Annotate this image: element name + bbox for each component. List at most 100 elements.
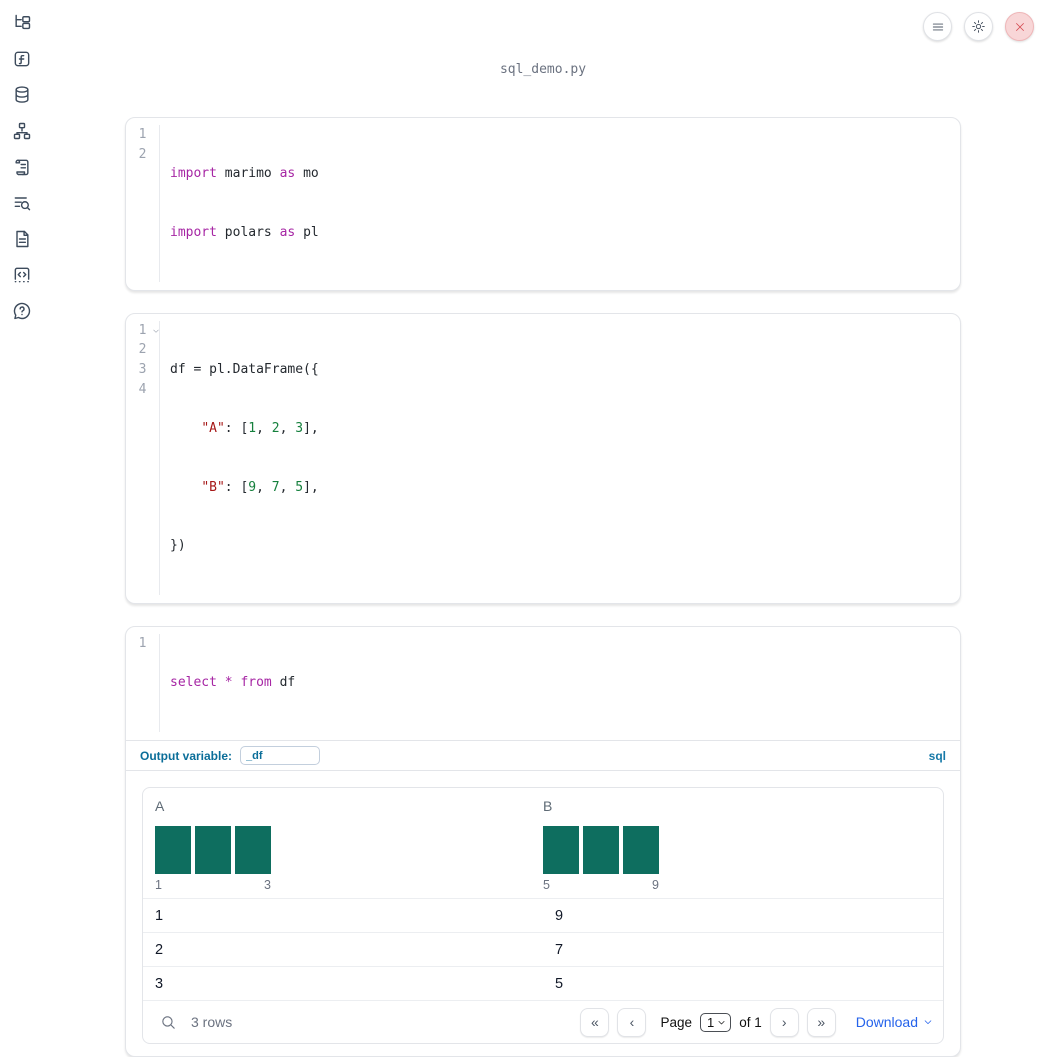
close-icon bbox=[1014, 21, 1026, 33]
chevrons-left-icon: « bbox=[591, 1014, 599, 1031]
column-header-a[interactable]: A 1 3 bbox=[155, 798, 543, 892]
table-row[interactable]: 2 7 bbox=[143, 932, 943, 966]
column-header-b[interactable]: B 5 9 bbox=[543, 798, 931, 892]
table-footer: 3 rows « ‹ Page 1 of 1 › » Download bbox=[143, 1000, 943, 1043]
document-icon bbox=[12, 229, 32, 249]
code-line: "B": [9, 7, 5], bbox=[201, 479, 319, 495]
table-header: A 1 3 bbox=[143, 788, 943, 898]
chevron-down-icon bbox=[717, 1018, 726, 1027]
line-number: 2 bbox=[138, 146, 147, 162]
code-editor[interactable]: 1 2 3 4 df = pl.DataFrame({ "A": [1, 2, … bbox=[126, 314, 960, 603]
table-cell: 9 bbox=[555, 907, 564, 924]
sidebar-item-variables[interactable] bbox=[11, 49, 33, 69]
sidebar-item-dependencies[interactable] bbox=[11, 121, 33, 141]
database-icon bbox=[12, 85, 32, 105]
chevrons-right-icon: » bbox=[817, 1014, 826, 1031]
histogram-bar bbox=[235, 826, 271, 875]
code-line: "A": [1, 2, 3], bbox=[201, 420, 319, 436]
sidebar-item-datasources[interactable] bbox=[11, 85, 33, 105]
sql-output-variable-row: Output variable: sql bbox=[126, 740, 960, 770]
first-page-button[interactable]: « bbox=[580, 1007, 610, 1037]
histogram-bar bbox=[155, 826, 191, 875]
code-line: import marimo as mo bbox=[170, 166, 319, 182]
row-count: 3 rows bbox=[191, 1014, 233, 1031]
fold-chevron-icon[interactable] bbox=[152, 327, 160, 335]
sidebar-item-files[interactable] bbox=[11, 13, 33, 33]
line-number: 1 bbox=[138, 127, 147, 142]
code-line: }) bbox=[170, 538, 186, 554]
line-number: 3 bbox=[138, 361, 147, 377]
folder-tree-icon bbox=[12, 13, 32, 33]
previous-page-button[interactable]: ‹ bbox=[617, 1007, 647, 1037]
sidebar-item-logs[interactable] bbox=[11, 157, 33, 177]
helper-panel-sidebar bbox=[0, 13, 44, 321]
sidebar-item-documentation[interactable] bbox=[11, 229, 33, 249]
sidebar-item-help[interactable] bbox=[11, 301, 33, 321]
shutdown-button[interactable] bbox=[1005, 12, 1034, 41]
table-cell: 7 bbox=[555, 941, 564, 958]
histogram-bar bbox=[195, 826, 231, 875]
notebook: sql_demo.py 1 2 import marimo as mo impo… bbox=[125, 0, 961, 1057]
column-histogram[interactable]: 1 3 bbox=[155, 826, 271, 892]
settings-button[interactable] bbox=[964, 12, 993, 41]
code-lines: select * from df bbox=[160, 634, 295, 732]
page-label: Page bbox=[660, 1014, 692, 1030]
column-label[interactable]: A bbox=[155, 798, 165, 815]
histogram-axis-labels: 1 3 bbox=[155, 878, 271, 892]
next-page-button[interactable]: › bbox=[769, 1007, 799, 1037]
chevron-right-icon: › bbox=[781, 1014, 787, 1031]
histogram-bar bbox=[543, 826, 579, 875]
table-row[interactable]: 3 5 bbox=[143, 966, 943, 1000]
pagination: « ‹ Page 1 of 1 › » Download bbox=[580, 1007, 933, 1037]
histogram-bars bbox=[155, 826, 271, 875]
cell-output: A 1 3 bbox=[126, 770, 960, 1056]
sql-cell[interactable]: 1 select * from df Output variable: sql … bbox=[125, 626, 961, 1057]
column-label[interactable]: B bbox=[543, 798, 553, 815]
histogram-min-label: 1 bbox=[155, 878, 162, 893]
line-number: 2 bbox=[138, 342, 147, 358]
output-variable-label: Output variable: bbox=[140, 748, 233, 763]
table-body: 1 9 2 7 3 5 bbox=[143, 898, 943, 1000]
notebook-filename: sql_demo.py bbox=[499, 62, 587, 77]
last-page-button[interactable]: » bbox=[806, 1007, 836, 1037]
table-cell: 3 bbox=[155, 975, 164, 992]
code-editor[interactable]: 1 2 import marimo as mo import polars as… bbox=[126, 118, 960, 290]
dependency-graph-icon bbox=[12, 121, 32, 141]
line-number: 1 bbox=[138, 636, 147, 652]
histogram-max-label: 3 bbox=[264, 878, 271, 893]
scroll-icon bbox=[12, 157, 32, 177]
search-icon bbox=[160, 1014, 177, 1031]
code-cell-imports[interactable]: 1 2 import marimo as mo import polars as… bbox=[125, 117, 961, 291]
sidebar-item-snippets[interactable] bbox=[11, 265, 33, 285]
line-number: 4 bbox=[138, 381, 147, 397]
line-number-gutter: 1 2 3 4 bbox=[126, 320, 160, 596]
sql-editor[interactable]: 1 select * from df bbox=[126, 627, 960, 740]
chevron-down-icon bbox=[923, 1017, 933, 1027]
histogram-axis-labels: 5 9 bbox=[543, 878, 659, 892]
download-button[interactable]: Download bbox=[856, 1014, 933, 1030]
list-search-icon bbox=[12, 193, 32, 213]
download-label: Download bbox=[855, 1014, 918, 1031]
column-histogram[interactable]: 5 9 bbox=[543, 826, 659, 892]
code-line: import polars as pl bbox=[170, 224, 319, 240]
table-search-button[interactable] bbox=[155, 1009, 181, 1035]
menu-button[interactable] bbox=[923, 12, 952, 41]
table-cell: 5 bbox=[555, 975, 564, 992]
page-select-value: 1 bbox=[706, 1014, 715, 1030]
line-number: 1 bbox=[126, 321, 159, 341]
sidebar-item-search[interactable] bbox=[11, 193, 33, 213]
histogram-bars bbox=[543, 826, 659, 875]
page-select[interactable]: 1 bbox=[699, 1012, 732, 1032]
table-cell: 2 bbox=[155, 941, 164, 958]
dataframe-table: A 1 3 bbox=[142, 787, 944, 1045]
line-number-gutter: 1 bbox=[126, 634, 160, 733]
line-number-gutter: 1 2 bbox=[126, 125, 160, 282]
table-row[interactable]: 1 9 bbox=[143, 898, 943, 932]
code-lines: df = pl.DataFrame({ "A": [1, 2, 3], "B":… bbox=[160, 321, 319, 595]
help-bubble-icon bbox=[12, 301, 32, 321]
page-total-label: of 1 bbox=[739, 1014, 762, 1030]
code-lines: import marimo as mo import polars as pl bbox=[160, 125, 319, 282]
code-cell-dataframe[interactable]: 1 2 3 4 df = pl.DataFrame({ "A": [1, 2, … bbox=[125, 312, 961, 605]
output-variable-input[interactable] bbox=[240, 746, 321, 766]
notebook-actions-toolbar bbox=[923, 12, 1034, 41]
